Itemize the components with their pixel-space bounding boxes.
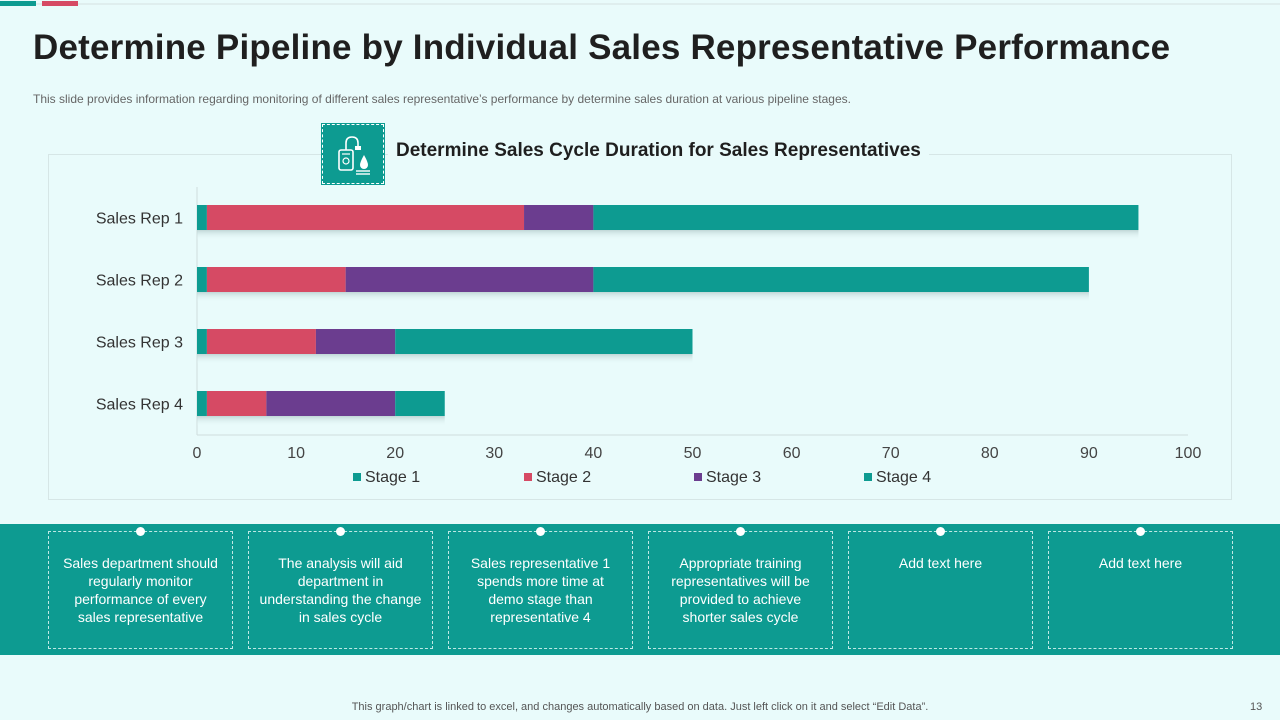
stacked-bar-chart[interactable]: Sales Rep 1 Sales Rep 2 Sales Rep 3 Sales R… [49, 155, 1233, 501]
x-tick-label: 30 [485, 445, 503, 462]
bar-stage-1-sales-rep-1[interactable] [197, 205, 207, 230]
insight-card-text: Add text here [1098, 555, 1183, 571]
category-label: Sales Rep 4 [96, 397, 183, 414]
x-tick-label: 0 [193, 445, 202, 462]
category-label: Sales Rep 2 [96, 273, 183, 290]
x-tick-label: 100 [1175, 445, 1202, 462]
insight-card[interactable]: The analysis will aid department in unde… [248, 527, 433, 649]
bar-stage-1-sales-rep-4[interactable] [197, 391, 207, 416]
sales-cycle-icon [321, 123, 385, 185]
card-dot [1136, 527, 1145, 536]
bar-shadow [197, 354, 693, 364]
bar-stage-2-sales-rep-4[interactable] [206, 391, 267, 416]
insight-card[interactable]: Sales department should regularly monito… [48, 527, 233, 649]
bar-stage-1-sales-rep-3[interactable] [197, 329, 207, 354]
category-label: Sales Rep 3 [96, 335, 183, 352]
legend-label[interactable]: Stage 1 [365, 469, 420, 486]
x-tick-label: 90 [1080, 445, 1098, 462]
bar-stage-2-sales-rep-1[interactable] [206, 205, 525, 230]
insight-card-text: Sales department should regularly monito… [63, 555, 218, 625]
insight-card[interactable]: Sales representative 1 spends more time … [448, 527, 633, 649]
card-dot [736, 527, 745, 536]
category-label: Sales Rep 1 [96, 211, 183, 228]
legend-label[interactable]: Stage 4 [876, 469, 931, 486]
insight-card-text: Appropriate training representatives wil… [671, 555, 810, 625]
insight-card[interactable]: Add text here [848, 527, 1033, 649]
bar-shadow [197, 230, 1139, 240]
card-dot [936, 527, 945, 536]
x-tick-label: 40 [585, 445, 603, 462]
top-rule [0, 3, 1280, 5]
legend-label[interactable]: Stage 2 [536, 469, 591, 486]
x-tick-label: 50 [684, 445, 702, 462]
x-tick-label: 80 [981, 445, 999, 462]
bar-stage-4-sales-rep-2[interactable] [593, 267, 1089, 292]
x-tick-label: 20 [386, 445, 404, 462]
slide-subtitle: This slide provides information regardin… [33, 92, 851, 106]
bar-stage-4-sales-rep-3[interactable] [395, 329, 693, 354]
insight-card-text: Add text here [898, 555, 983, 571]
footer-note: This graph/chart is linked to excel, and… [351, 701, 929, 713]
insights-band: Sales department should regularly monito… [0, 524, 1280, 655]
bar-stage-2-sales-rep-2[interactable] [206, 267, 346, 292]
bar-stage-2-sales-rep-3[interactable] [206, 329, 316, 354]
slide-title: Determine Pipeline by Individual Sales R… [33, 28, 1171, 67]
insight-card-text: The analysis will aid department in unde… [259, 555, 422, 625]
bar-stage-3-sales-rep-1[interactable] [524, 205, 594, 230]
chart-container[interactable]: Sales Rep 1 Sales Rep 2 Sales Rep 3 Sales R… [48, 154, 1232, 500]
legend-swatch [353, 473, 361, 481]
x-tick-label: 60 [783, 445, 801, 462]
bar-shadow [197, 416, 445, 426]
page-number: 13 [1250, 701, 1263, 713]
card-dot [136, 527, 145, 536]
bar-stage-4-sales-rep-1[interactable] [593, 205, 1139, 230]
chart-title: Determine Sales Cycle Duration for Sales… [388, 140, 929, 162]
x-tick-label: 70 [882, 445, 900, 462]
card-dot [336, 527, 345, 536]
bar-shadow [197, 292, 1089, 302]
accent-bar-red [42, 1, 78, 6]
bar-stage-3-sales-rep-2[interactable] [345, 267, 594, 292]
insight-card[interactable]: Add text here [1048, 527, 1233, 649]
bar-stage-1-sales-rep-2[interactable] [197, 267, 207, 292]
bar-stage-3-sales-rep-3[interactable] [315, 329, 396, 354]
bar-stage-3-sales-rep-4[interactable] [266, 391, 396, 416]
legend-swatch [864, 473, 872, 481]
x-tick-label: 10 [287, 445, 305, 462]
accent-bar-teal [0, 1, 36, 6]
insight-card-text: Sales representative 1 spends more time … [470, 555, 611, 625]
legend-swatch [524, 473, 532, 481]
insight-card[interactable]: Appropriate training representatives wil… [648, 527, 833, 649]
bar-stage-4-sales-rep-4[interactable] [395, 391, 445, 416]
legend-swatch [694, 473, 702, 481]
card-dot [536, 527, 545, 536]
legend-label[interactable]: Stage 3 [706, 469, 761, 486]
